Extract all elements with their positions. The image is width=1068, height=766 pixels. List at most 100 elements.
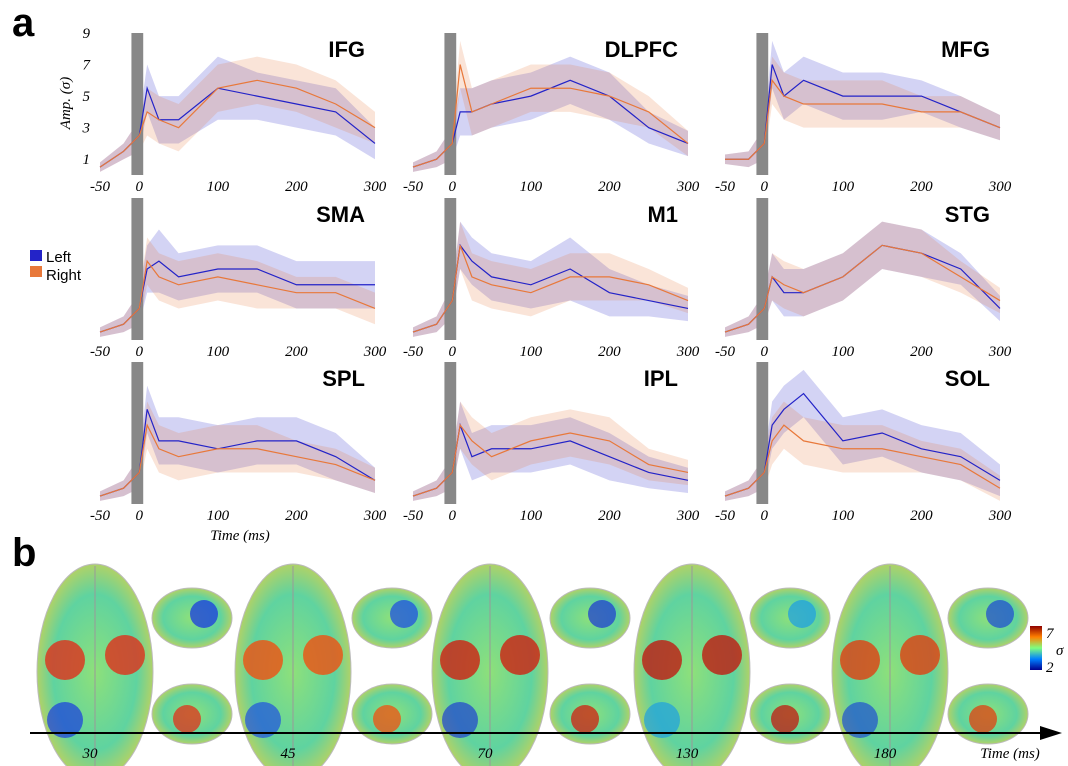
x-axis-label: Time (ms) [210,528,270,544]
x-tick-label: 300 [988,344,1012,360]
stimulus-shade [756,198,769,340]
x-tick-label: 300 [363,344,387,360]
series-line [99,423,376,497]
stimulus-shade [131,198,144,340]
colorbar-label: σ [1056,643,1064,659]
stimulus-shade [444,33,457,175]
x-tick-label: 0 [761,344,769,360]
time-label: 180 [874,746,897,762]
panel-letter: a [12,1,35,45]
panel-title: IFG [328,37,365,62]
x-tick-label: -50 [90,508,110,524]
x-tick-label: -50 [403,179,423,195]
panel-letter: b [12,531,36,575]
series-line [724,424,1001,497]
activation-blob [642,640,682,680]
activation-blob [500,635,540,675]
x-tick-label: 0 [761,508,769,524]
error-band [413,401,688,501]
error-band [100,229,375,337]
error-band [725,221,1000,337]
series-line [724,244,1001,333]
x-tick-label: 300 [988,179,1012,195]
y-tick-label: 9 [83,26,91,42]
colorbar-tick: 2 [1046,660,1054,676]
stimulus-shade [131,362,144,504]
brain-maps [36,563,1029,766]
panel-title: SMA [316,202,365,227]
x-tick-label: 200 [910,344,933,360]
activation-blob [45,640,85,680]
activation-blob [47,702,83,738]
activation-blob [243,640,283,680]
x-tick-label: 100 [207,344,230,360]
y-axis-label: Amp. (σ) [58,77,74,130]
error-band [413,56,688,172]
x-tick-label: 100 [207,179,230,195]
x-tick-label: 200 [910,508,933,524]
x-tick-label: 300 [676,179,700,195]
x-tick-label: 0 [136,179,144,195]
x-tick-label: 100 [832,344,855,360]
x-tick-label: 0 [136,344,144,360]
activation-blob [105,635,145,675]
error-band [413,40,688,172]
series-line [412,423,689,497]
stimulus-shade [756,362,769,504]
error-band [100,237,375,337]
panel-title: MFG [941,37,990,62]
legend-swatch [30,266,42,277]
x-tick-label: 100 [520,508,543,524]
x-tick-label: -50 [715,179,735,195]
series-line [412,64,689,168]
stimulus-shade [131,33,144,175]
legend-label: Right [46,267,82,284]
time-label: 70 [478,746,494,762]
activation-blob [588,600,616,628]
activation-blob [245,702,281,738]
legend-label: Left [46,249,72,266]
series-line [99,79,376,168]
x-tick-label: 300 [676,344,700,360]
colorbar [1030,626,1042,670]
error-band [100,385,375,501]
activation-blob [969,705,997,733]
error-band [413,221,688,337]
y-tick-label: 1 [83,152,91,168]
x-tick-label: 300 [988,508,1012,524]
legend-swatch [30,250,42,261]
x-tick-label: -50 [715,508,735,524]
activation-blob [644,702,680,738]
panel-title: IPL [644,366,678,391]
x-tick-label: 100 [207,508,230,524]
x-tick-label: -50 [403,508,423,524]
series-line [412,245,689,333]
panel-title: DLPFC [605,37,678,62]
activation-blob [771,705,799,733]
activation-blob [702,635,742,675]
activation-blob [440,640,480,680]
x-tick-label: 300 [363,508,387,524]
activation-blob [986,600,1014,628]
x-tick-label: 0 [449,179,457,195]
stimulus-shade [756,33,769,175]
x-tick-label: 100 [520,344,543,360]
x-tick-label: 100 [520,179,543,195]
x-tick-label: 0 [136,508,144,524]
x-tick-label: 200 [598,179,621,195]
activation-blob [303,635,343,675]
panel-title: SOL [945,366,990,391]
x-tick-label: 0 [449,344,457,360]
x-tick-label: 200 [598,508,621,524]
x-tick-label: -50 [90,344,110,360]
error-band [725,221,1000,337]
activation-blob [442,702,478,738]
error-band [100,56,375,172]
x-tick-label: 0 [761,179,769,195]
x-tick-label: 200 [285,179,308,195]
error-band [100,56,375,172]
activation-blob [373,705,401,733]
y-tick-label: 5 [83,89,91,105]
x-tick-label: 0 [449,508,457,524]
stimulus-shade [444,198,457,340]
